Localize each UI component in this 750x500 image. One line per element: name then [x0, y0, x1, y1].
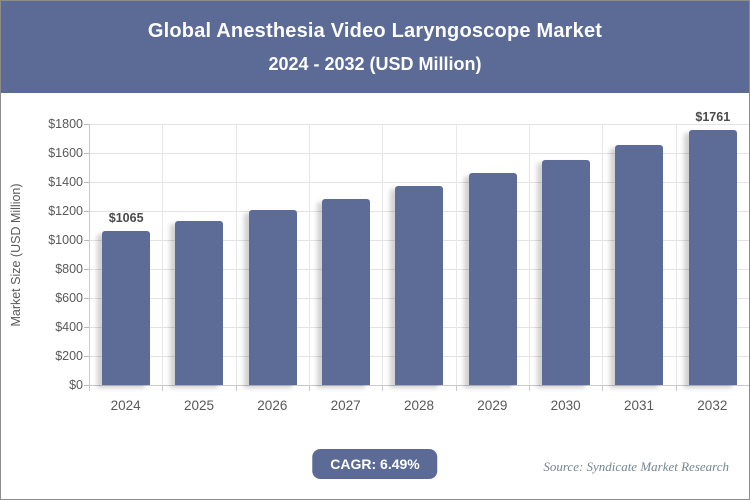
- y-axis-title: Market Size (USD Million): [9, 183, 23, 327]
- y-tick-mark: [84, 124, 89, 125]
- x-tick-mark: [235, 385, 237, 391]
- y-tick-label: $1800: [48, 117, 83, 131]
- bar-2024: [102, 230, 151, 385]
- category-slot: [383, 124, 457, 385]
- category-slot: [163, 124, 237, 385]
- source-text: Source: Syndicate Market Research: [543, 459, 729, 474]
- y-tick-mark: [84, 240, 89, 241]
- x-tick-label: 2025: [183, 398, 215, 413]
- x-tick-mark: [162, 385, 164, 391]
- y-tick-mark: [84, 298, 89, 299]
- x-tick-mark: [382, 385, 384, 391]
- x-tick-mark: [309, 385, 310, 391]
- y-tick-label: $1200: [48, 204, 83, 218]
- x-tick-mark: [89, 385, 90, 391]
- chart-header: Global Anesthesia Video Laryngoscope Mar…: [1, 1, 749, 93]
- category-slot: [603, 124, 677, 385]
- x-tick-mark: [675, 385, 677, 391]
- x-tick-label: 2024: [110, 398, 141, 413]
- y-tick-mark: [84, 356, 89, 357]
- chart-title: Global Anesthesia Video Laryngoscope Mar…: [147, 20, 603, 42]
- y-tick-mark: [84, 153, 89, 154]
- x-tick-label: 2026: [257, 398, 288, 413]
- chart-subtitle: 2024 - 2032 (USD Million): [268, 54, 482, 74]
- y-tick-label: $0: [69, 378, 83, 392]
- x-tick-label: 2027: [330, 398, 361, 413]
- y-tick-label: $1600: [48, 146, 83, 160]
- x-tick-mark: [529, 385, 530, 391]
- y-tick-label: $200: [55, 349, 83, 363]
- y-tick-label: $800: [55, 262, 83, 276]
- category-slot: [457, 124, 530, 385]
- x-tick-mark: [602, 385, 604, 391]
- y-tick-label: $1400: [48, 175, 83, 189]
- category-slot: $1065: [90, 124, 164, 385]
- x-tick-label: 2032: [697, 398, 728, 413]
- bar-2027: [322, 198, 371, 385]
- data-label-2024: $1065: [108, 210, 144, 225]
- bar-2029: [468, 173, 517, 385]
- y-tick-label: $400: [55, 320, 83, 334]
- plot-area: $1065 $1761: [89, 110, 749, 386]
- bar-2031: [615, 145, 664, 385]
- y-tick-mark: [84, 269, 89, 270]
- data-label-2032: $1761: [695, 109, 731, 124]
- y-tick-mark: [84, 327, 89, 328]
- bar-2025: [175, 220, 224, 385]
- category-slot: $1761: [677, 110, 749, 385]
- bar-2028: [395, 186, 444, 385]
- y-tick-mark: [84, 211, 89, 212]
- x-tick-label: 2029: [477, 398, 508, 413]
- y-tick-mark: [84, 182, 89, 183]
- cagr-badge: CAGR: 6.49%: [312, 449, 438, 479]
- y-tick-label: $600: [55, 291, 83, 305]
- gridline: [90, 153, 749, 154]
- x-tick-mark: [455, 385, 457, 391]
- category-slot: [310, 124, 384, 385]
- y-tick-label: $1000: [48, 233, 83, 247]
- bar-2032: [688, 129, 737, 385]
- bar-2030: [542, 159, 591, 385]
- gridline: [90, 182, 749, 183]
- gridline: [90, 124, 749, 125]
- x-tick-label: 2031: [623, 398, 655, 413]
- x-tick-label: 2030: [550, 398, 581, 413]
- category-slot: [237, 124, 310, 385]
- x-tick-label: 2028: [403, 398, 435, 413]
- y-tick-mark: [84, 385, 89, 386]
- bar-2026: [248, 209, 297, 385]
- category-slot: [530, 124, 604, 385]
